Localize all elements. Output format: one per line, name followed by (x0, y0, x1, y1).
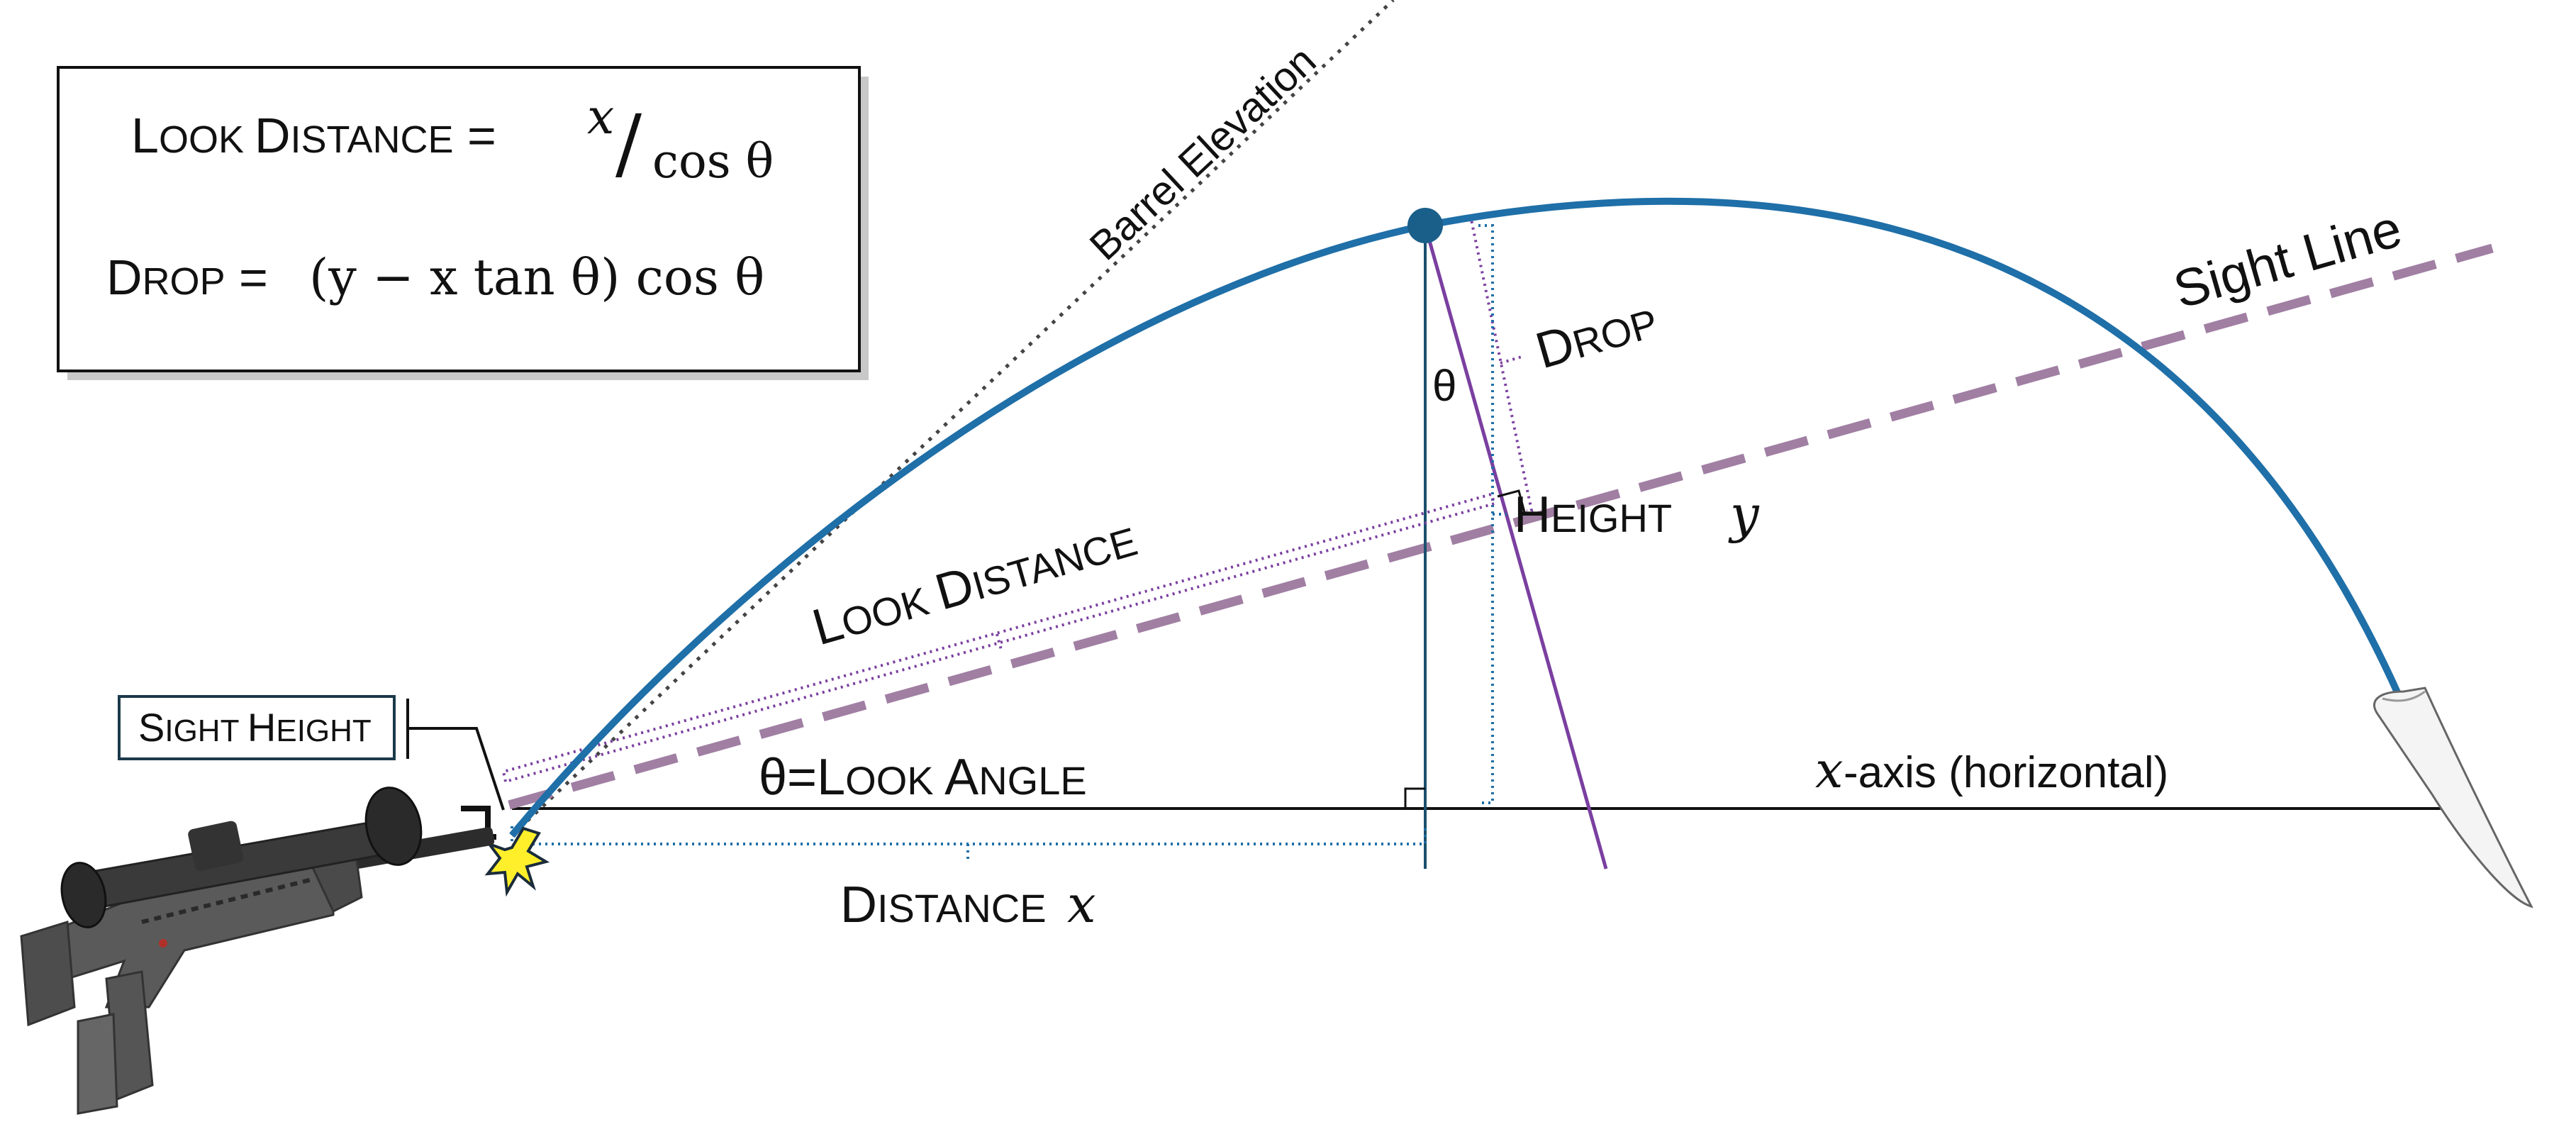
distance-label: DISTANCE (840, 877, 1047, 933)
formula-drop-expression: (y − x tan θ) cos θ (309, 248, 764, 306)
look-distance-bracket (501, 492, 1497, 784)
sight-height-leader (408, 727, 505, 811)
formula-look-distance: LOOK DISTANCE = (131, 108, 496, 163)
sight-height-label: SIGHT HEIGHT (138, 705, 372, 750)
x-axis-var: x (1815, 741, 1843, 799)
formula-x-var: x (587, 89, 614, 145)
bullet-icon (2373, 687, 2533, 909)
look-distance-bracket-tick (996, 633, 1003, 650)
formula-drop: DROP = (106, 250, 268, 305)
rifle-icon (20, 787, 495, 1115)
look-distance-label: LOOK DISTANCE (806, 510, 1142, 657)
drop-bracket-tick (1500, 355, 1522, 365)
height-label: HEIGHT (1514, 487, 1672, 543)
barrel-elevation-line (511, 0, 1395, 837)
drop-bracket (1466, 218, 1534, 512)
formula-slash: / (615, 98, 642, 189)
right-angle-marker-sight (1497, 489, 1526, 513)
drop-label: DROP (1529, 291, 1663, 380)
distance-var: x (1067, 874, 1096, 934)
sight-height-box (118, 695, 396, 760)
apex-dot (1407, 208, 1443, 243)
drop-normal-line (1423, 225, 1608, 870)
sight-line (508, 243, 2494, 810)
x-axis-label: -axis (horizontal) (1844, 748, 2168, 797)
theta-label: θ (1432, 362, 1456, 411)
look-angle-label: θ=LOOK ANGLE (759, 749, 1087, 806)
barrel-elevation-label: Barrel Elevation (1081, 38, 1325, 270)
muzzle-flash-icon (484, 826, 550, 897)
height-bracket (1478, 224, 1494, 804)
right-angle-marker-axis (1404, 787, 1425, 809)
height-var: y (1728, 484, 1760, 544)
distance-bracket (511, 826, 1427, 845)
formula-cos-theta: cos θ (652, 134, 774, 189)
formula-box: LOOK DISTANCE = x / cos θ DROP = (y − x … (57, 66, 869, 380)
